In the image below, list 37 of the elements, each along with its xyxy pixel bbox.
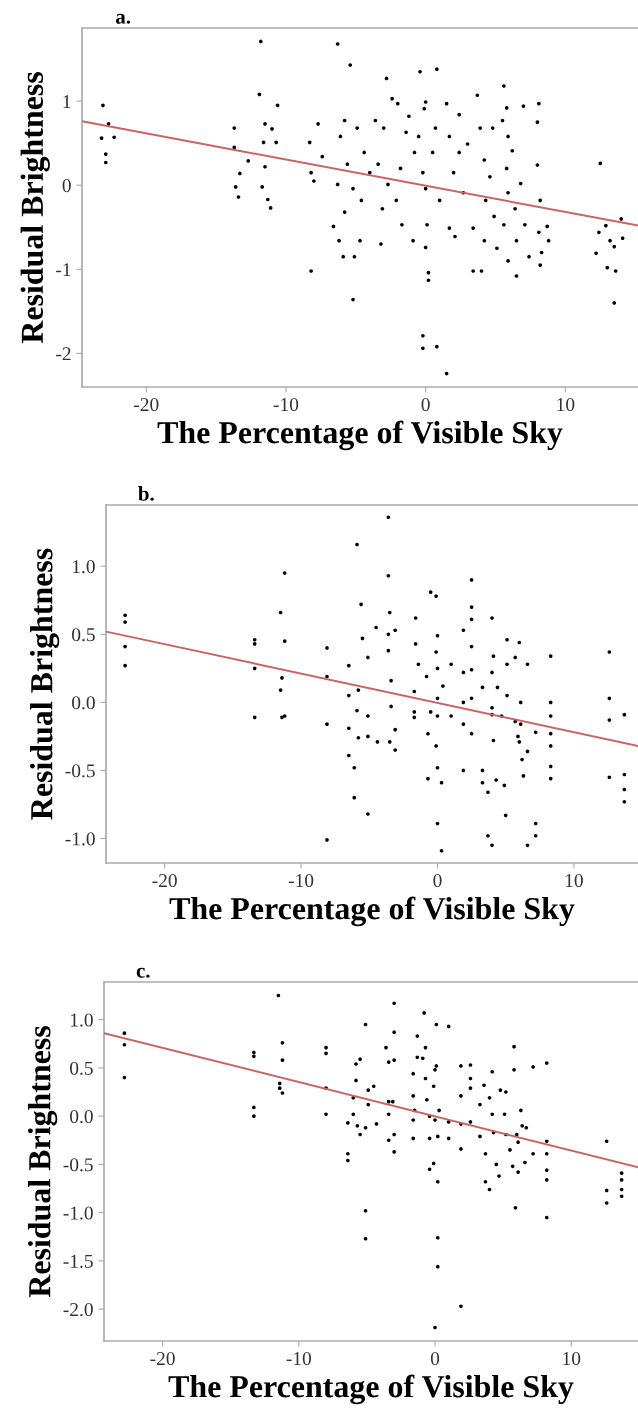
x-tick-label: 10 [557,397,575,412]
x-tick-label: 10 [563,1351,581,1366]
x-axis-title: The Percentage of Visible Sky [169,896,575,927]
y-tick-label: 0 [62,179,71,193]
x-tick-label: 0 [433,873,442,888]
x-tick-label: -20 [152,873,177,888]
y-tick-label: 0.0 [70,1109,93,1124]
y-tick-label: -1.0 [65,832,95,846]
y-axis-title: Residual Brightness [28,1026,58,1298]
x-axis-title: The Percentage of Visible Sky [157,420,563,451]
chart-title: a. [116,13,131,24]
y-tick-label: -0.5 [65,764,95,778]
y-tick-label: 0.5 [72,628,95,642]
chart-title: b. [138,486,154,501]
y-tick-label: 1 [63,95,71,108]
y-tick-label: -2 [56,347,71,361]
x-tick-label: -10 [286,1351,312,1366]
x-axis-title: The Percentage of Visible Sky [168,1374,574,1405]
y-tick-label: 1.0 [72,560,95,574]
y-tick-label: -1 [56,263,71,277]
chart-title: c. [136,967,150,978]
y-axis-title: Residual Brightness [20,72,50,344]
x-tick-label: -10 [273,397,299,412]
y-axis-title: Residual Brightness [30,548,60,820]
y-tick-label: -1.5 [63,1254,93,1268]
y-tick-label: -1.0 [63,1206,93,1220]
y-tick-label: 1.0 [70,1013,93,1027]
y-tick-label: -2.0 [63,1302,93,1317]
y-tick-label: -0.5 [63,1158,93,1172]
y-tick-label: 0.5 [70,1061,93,1075]
x-tick-label: -20 [150,1351,175,1366]
x-tick-label: -20 [134,397,159,412]
x-tick-label: -10 [288,873,314,888]
x-tick-label: 0 [421,397,430,412]
x-tick-label: 10 [565,873,583,888]
y-tick-label: 0.0 [72,696,95,710]
x-tick-label: 0 [430,1351,440,1366]
